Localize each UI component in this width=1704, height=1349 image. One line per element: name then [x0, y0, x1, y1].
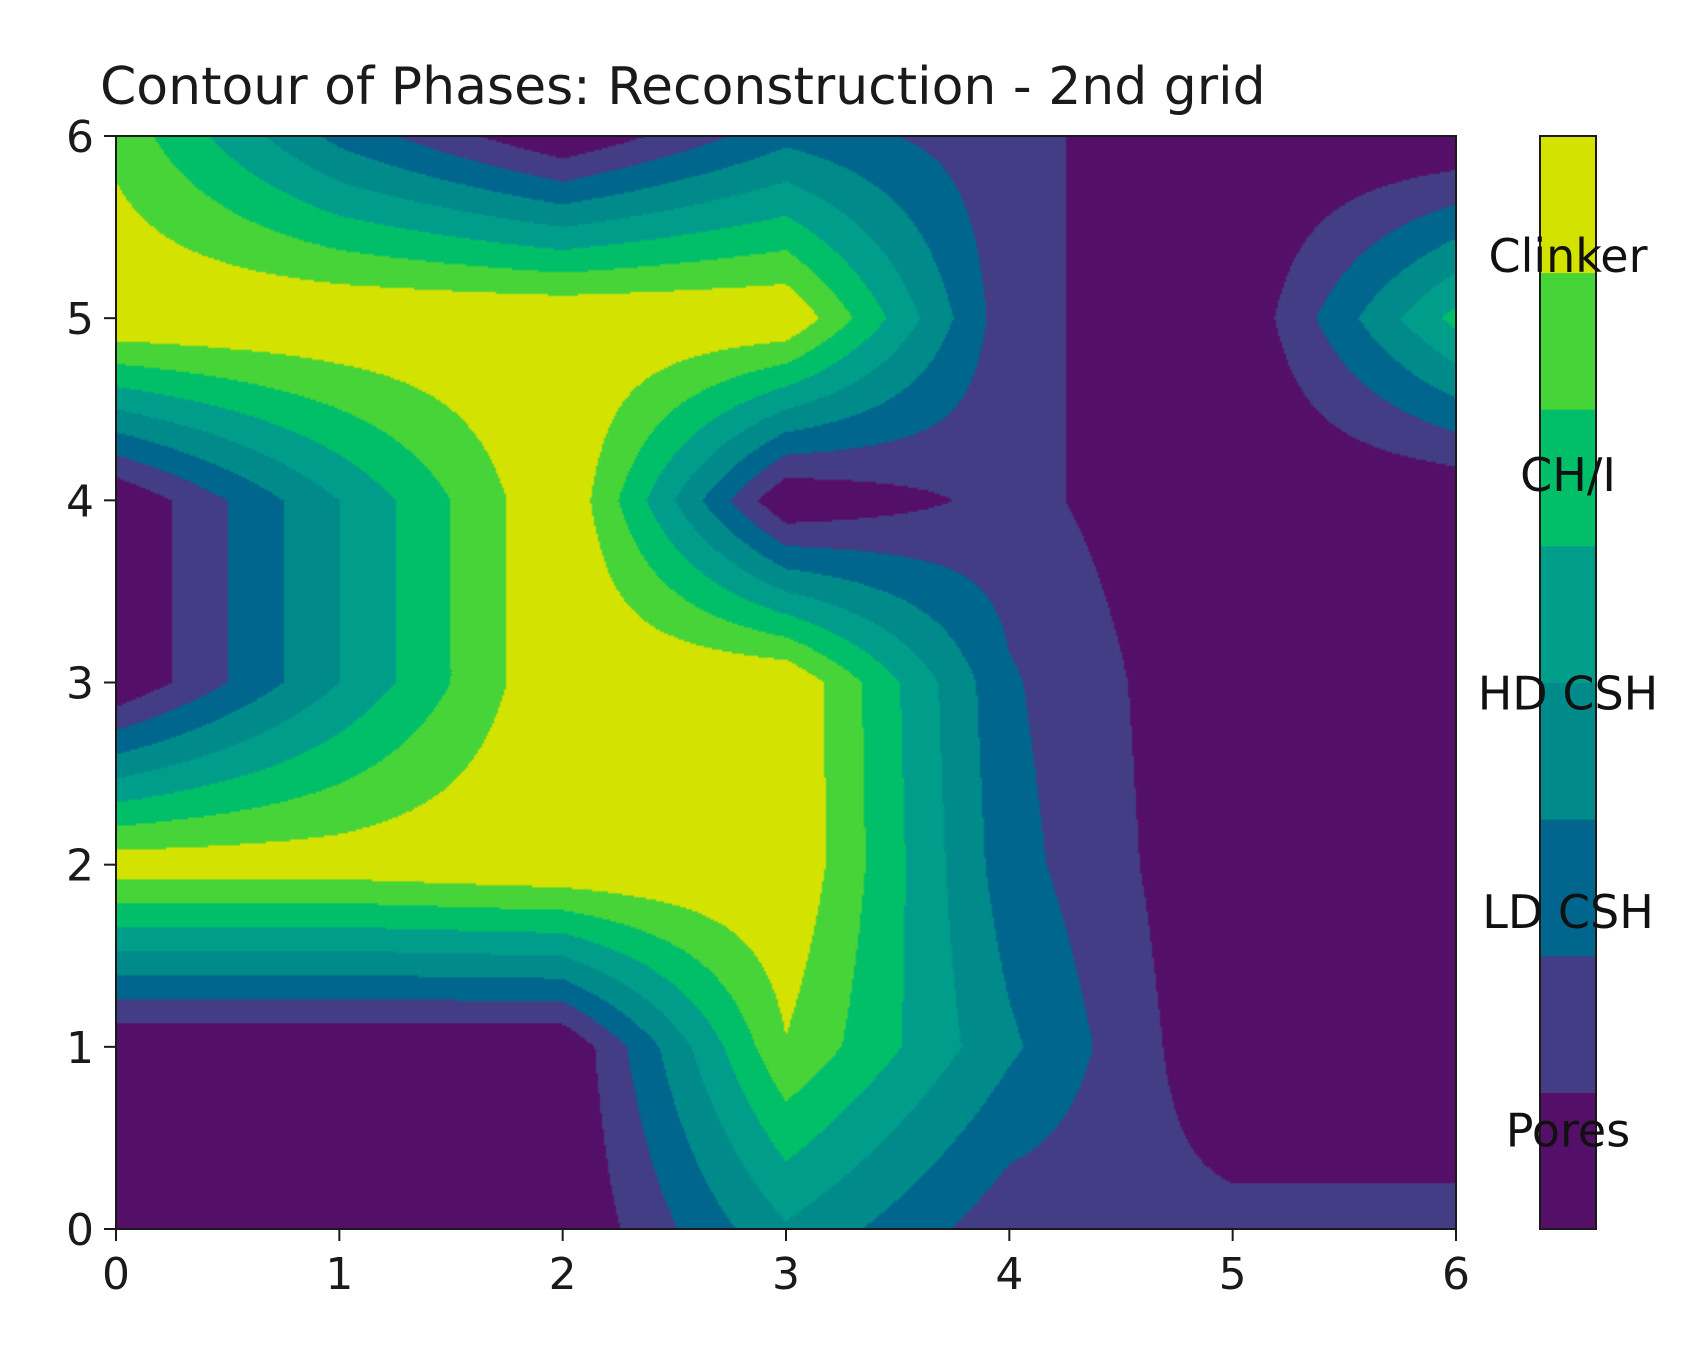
chart-title: Contour of Phases: Reconstruction - 2nd … [100, 57, 1266, 117]
colorbar-label: Clinker [1488, 229, 1647, 283]
plot-area [116, 136, 1456, 1229]
colorbar: Clinker CH/I HD CSH LD CSH Pores [1478, 135, 1659, 1230]
colorbar-label: CH/I [1520, 448, 1616, 502]
y-tick-label: 1 [66, 1023, 94, 1074]
x-tick-label: 5 [1219, 1249, 1247, 1300]
colorbar-segment [1540, 682, 1596, 820]
y-tick-label: 3 [66, 659, 94, 710]
y-axis: 0 1 2 3 4 5 6 [66, 112, 116, 1256]
y-tick-label: 6 [66, 112, 94, 163]
y-tick-label: 4 [66, 476, 94, 527]
y-tick-label: 2 [66, 841, 94, 892]
colorbar-label: LD CSH [1482, 885, 1654, 939]
colorbar-segment [1540, 1092, 1596, 1230]
colorbar-segment [1540, 955, 1596, 1093]
colorbar-segment [1540, 819, 1596, 957]
x-tick-label: 4 [995, 1249, 1023, 1300]
y-tick-label: 5 [66, 294, 94, 345]
colorbar-segment [1540, 545, 1596, 683]
colorbar-segment [1540, 272, 1596, 410]
colorbar-segment [1540, 136, 1596, 274]
x-axis: 0 1 2 3 4 5 6 [102, 1229, 1470, 1300]
x-tick-label: 6 [1442, 1249, 1470, 1300]
colorbar-label: HD CSH [1478, 666, 1659, 720]
colorbar-segment [1540, 409, 1596, 547]
colorbar-frame [1539, 135, 1597, 1230]
x-tick-label: 2 [549, 1249, 577, 1300]
x-tick-label: 3 [772, 1249, 800, 1300]
contour-field [116, 136, 1456, 1229]
colorbar-label: Pores [1506, 1104, 1630, 1158]
y-tick-label: 0 [66, 1205, 94, 1256]
x-tick-label: 1 [325, 1249, 353, 1300]
x-tick-label: 0 [102, 1249, 130, 1300]
